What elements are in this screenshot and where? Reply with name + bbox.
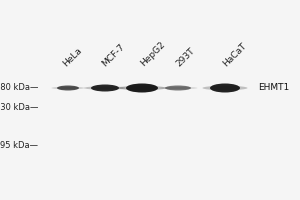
Text: 95 kDa—: 95 kDa—: [0, 140, 38, 150]
Ellipse shape: [210, 84, 240, 92]
Ellipse shape: [202, 86, 247, 90]
Text: HepG2: HepG2: [139, 40, 167, 68]
Text: EHMT1: EHMT1: [258, 84, 289, 92]
Ellipse shape: [158, 87, 197, 89]
Ellipse shape: [126, 84, 158, 92]
Ellipse shape: [52, 87, 85, 89]
Ellipse shape: [57, 86, 79, 90]
Ellipse shape: [84, 86, 126, 90]
Text: HeLa: HeLa: [61, 45, 84, 68]
Text: HaCaT: HaCaT: [222, 41, 249, 68]
Text: 180 kDa—: 180 kDa—: [0, 84, 38, 92]
Ellipse shape: [118, 86, 166, 90]
Text: MCF-7: MCF-7: [100, 42, 127, 68]
Text: 130 kDa—: 130 kDa—: [0, 104, 38, 112]
Ellipse shape: [165, 86, 191, 90]
Text: 293T: 293T: [175, 46, 197, 68]
Ellipse shape: [91, 84, 119, 92]
